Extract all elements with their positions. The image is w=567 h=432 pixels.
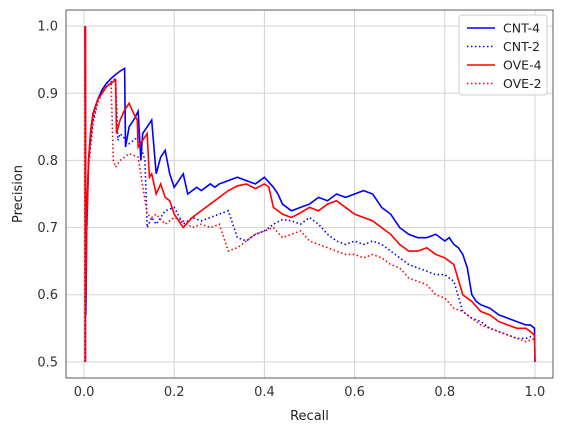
series-line-cnt-4	[84, 26, 536, 362]
y-tick-label: 0.5	[37, 355, 58, 370]
x-tick-label: 0.8	[434, 385, 455, 400]
x-tick-label: 1.0	[525, 385, 546, 400]
plot-frame	[65, 9, 554, 379]
legend-label: CNT-4	[503, 21, 540, 36]
x-axis-ticks: 0.0 0.2 0.4 0.6 0.8 1.0	[74, 385, 546, 400]
x-tick-label: 0.6	[344, 385, 365, 400]
y-tick-label: 0.8	[37, 154, 58, 169]
series-layer	[84, 26, 536, 362]
series-line-ove-4	[84, 26, 536, 362]
series-line-ove-2	[84, 26, 536, 362]
y-tick-label: 0.9	[37, 87, 58, 102]
y-tick-label: 0.7	[37, 221, 58, 236]
y-tick-label: 0.6	[37, 288, 58, 303]
legend: CNT-4 CNT-2 OVE-4 OVE-2	[458, 14, 548, 96]
legend-label: OVE-2	[503, 76, 542, 91]
legend-label: CNT-2	[503, 39, 540, 54]
x-tick-label: 0.2	[164, 385, 185, 400]
legend-box	[458, 14, 548, 96]
x-axis-label: Recall	[290, 409, 329, 424]
y-axis-label: Precision	[11, 165, 26, 223]
x-tick-label: 0.4	[254, 385, 275, 400]
y-tick-label: 1.0	[37, 20, 58, 35]
x-tick-label: 0.0	[74, 385, 95, 400]
legend-label: OVE-4	[503, 58, 542, 73]
y-axis-ticks: 0.5 0.6 0.7 0.8 0.9 1.0	[37, 20, 58, 371]
series-line-cnt-2	[84, 26, 536, 362]
